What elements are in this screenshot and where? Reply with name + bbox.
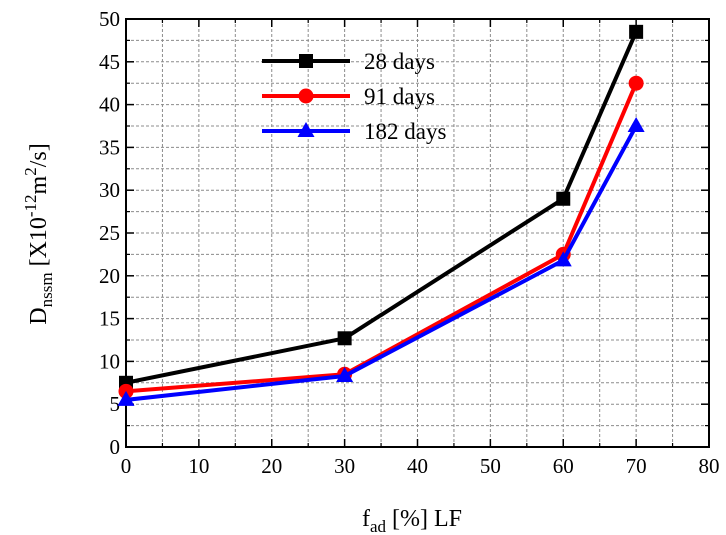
series-line-0: [125, 31, 638, 385]
x-axis-label: fad [%] LF: [362, 506, 462, 535]
data-point-2-1: [336, 366, 354, 382]
y-tick-label: 25: [99, 221, 120, 245]
legend-label-2: 182 days: [364, 119, 446, 144]
y-axis-label-sup1: -12: [21, 194, 40, 217]
y-tick-label: 30: [99, 178, 120, 202]
y-axis-label-sub: nssm: [37, 272, 56, 307]
x-tick-label: 50: [480, 454, 501, 478]
y-axis-label-pre: [X10: [26, 217, 52, 272]
x-axis-label-sub: ad: [370, 517, 387, 535]
legend-marker-0: [299, 54, 313, 68]
y-axis-label-mid: m: [26, 175, 52, 194]
y-tick-label: 35: [99, 135, 120, 159]
x-tick-label: 80: [699, 454, 720, 478]
y-tick-label: 0: [110, 435, 121, 459]
legend: 28 days 91 days 182 days: [262, 49, 446, 144]
y-tick-label: 50: [99, 7, 120, 31]
series-line-2: [125, 125, 638, 402]
y-axis-label-sup2: 2: [21, 167, 40, 176]
y-tick-label: 15: [99, 307, 120, 331]
series-line-1: [125, 82, 638, 394]
legend-label-1: 91 days: [364, 84, 435, 109]
series-group: [117, 24, 645, 406]
y-tick-label: 10: [99, 349, 120, 373]
series-2: [117, 117, 645, 406]
legend-item-2: 182 days: [262, 119, 446, 144]
x-tick-label: 10: [188, 454, 209, 478]
data-point-2-3: [627, 117, 645, 132]
y-axis-label-post: /s]: [26, 143, 52, 167]
legend-item-1: 91 days: [262, 84, 435, 109]
x-tick-label: 40: [407, 454, 428, 478]
y-tick-label: 5: [110, 392, 121, 416]
axis-ticks: 0 10 20 30 40 50 60 70 80 0 5 10 15 20 25 30 35 40 45 50: [99, 7, 720, 478]
y-tick-label: 45: [99, 50, 120, 74]
x-tick-label: 60: [553, 454, 574, 478]
legend-marker-1: [298, 88, 314, 104]
x-tick-label: 70: [626, 454, 647, 478]
x-axis-label-base: f: [362, 506, 370, 532]
data-point-1-3: [628, 75, 644, 91]
legend-item-0: 28 days: [262, 49, 435, 74]
y-axis-label: Dnssm [X10-12m2/s]: [21, 143, 56, 324]
x-tick-label: 20: [261, 454, 282, 478]
y-tick-label: 20: [99, 264, 120, 288]
x-tick-label: 0: [121, 454, 132, 478]
legend-marker-2: [297, 122, 315, 137]
legend-label-0: 28 days: [364, 49, 435, 74]
x-axis-label-rest: [%] LF: [386, 506, 462, 532]
data-point-2-2: [554, 251, 572, 267]
data-point-0-2: [556, 191, 571, 206]
x-tick-label: 30: [334, 454, 355, 478]
data-point-0-3: [629, 24, 644, 39]
data-point-0-1: [337, 331, 352, 346]
y-tick-label: 40: [99, 93, 120, 117]
y-axis-label-base: D: [26, 307, 52, 324]
data-point-2-0: [117, 390, 135, 406]
